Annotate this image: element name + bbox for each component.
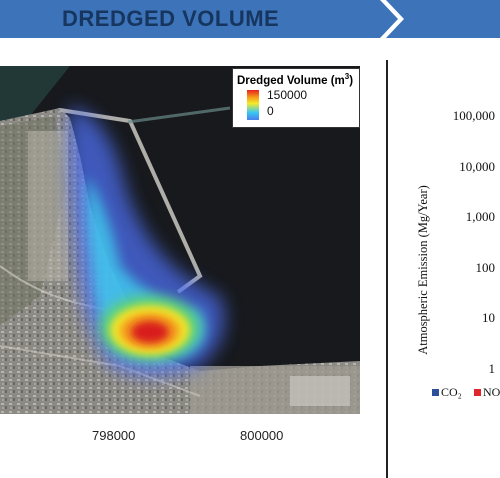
dredged-volume-heatmap (68, 106, 225, 376)
chart-legend-no: NO (474, 385, 500, 400)
co2-swatch (432, 389, 439, 396)
section-banner: DREDGED VOLUME (0, 0, 500, 38)
map-legend-title: Dredged Volume (m3) (237, 72, 354, 87)
chart-y-tick: 10 (482, 310, 495, 325)
chart-legend-co2: CO₂ (432, 385, 462, 400)
chart-legend-no-label: NO (483, 385, 500, 399)
chart-y-tick: 1 (488, 360, 496, 376)
chart-legend-co2-label: CO₂ (441, 385, 462, 399)
banner-arrow-shape (0, 0, 500, 38)
chart-y-tick: 100 (475, 259, 496, 275)
color-scale-bar (247, 90, 259, 120)
chart-y-tick: 1,000 (465, 209, 495, 224)
chart-y-tick: 10,000 (459, 158, 495, 174)
map-x-tick-798000: 798000 (92, 428, 136, 443)
chart-y-axis-label: Atmospheric Emission (Mg/Year) (416, 185, 430, 355)
banner-title: DREDGED VOLUME (62, 6, 280, 31)
color-scale-max-label: 150000 (267, 88, 308, 102)
color-scale-min-label: 0 (267, 104, 274, 118)
no-swatch (474, 389, 481, 396)
map-legend: Dredged Volume (m3) 150000 0 (232, 68, 360, 128)
chart-y-tick: 100,000 (452, 108, 495, 123)
map-x-tick-800000: 800000 (240, 428, 284, 443)
panel-divider (386, 60, 388, 478)
